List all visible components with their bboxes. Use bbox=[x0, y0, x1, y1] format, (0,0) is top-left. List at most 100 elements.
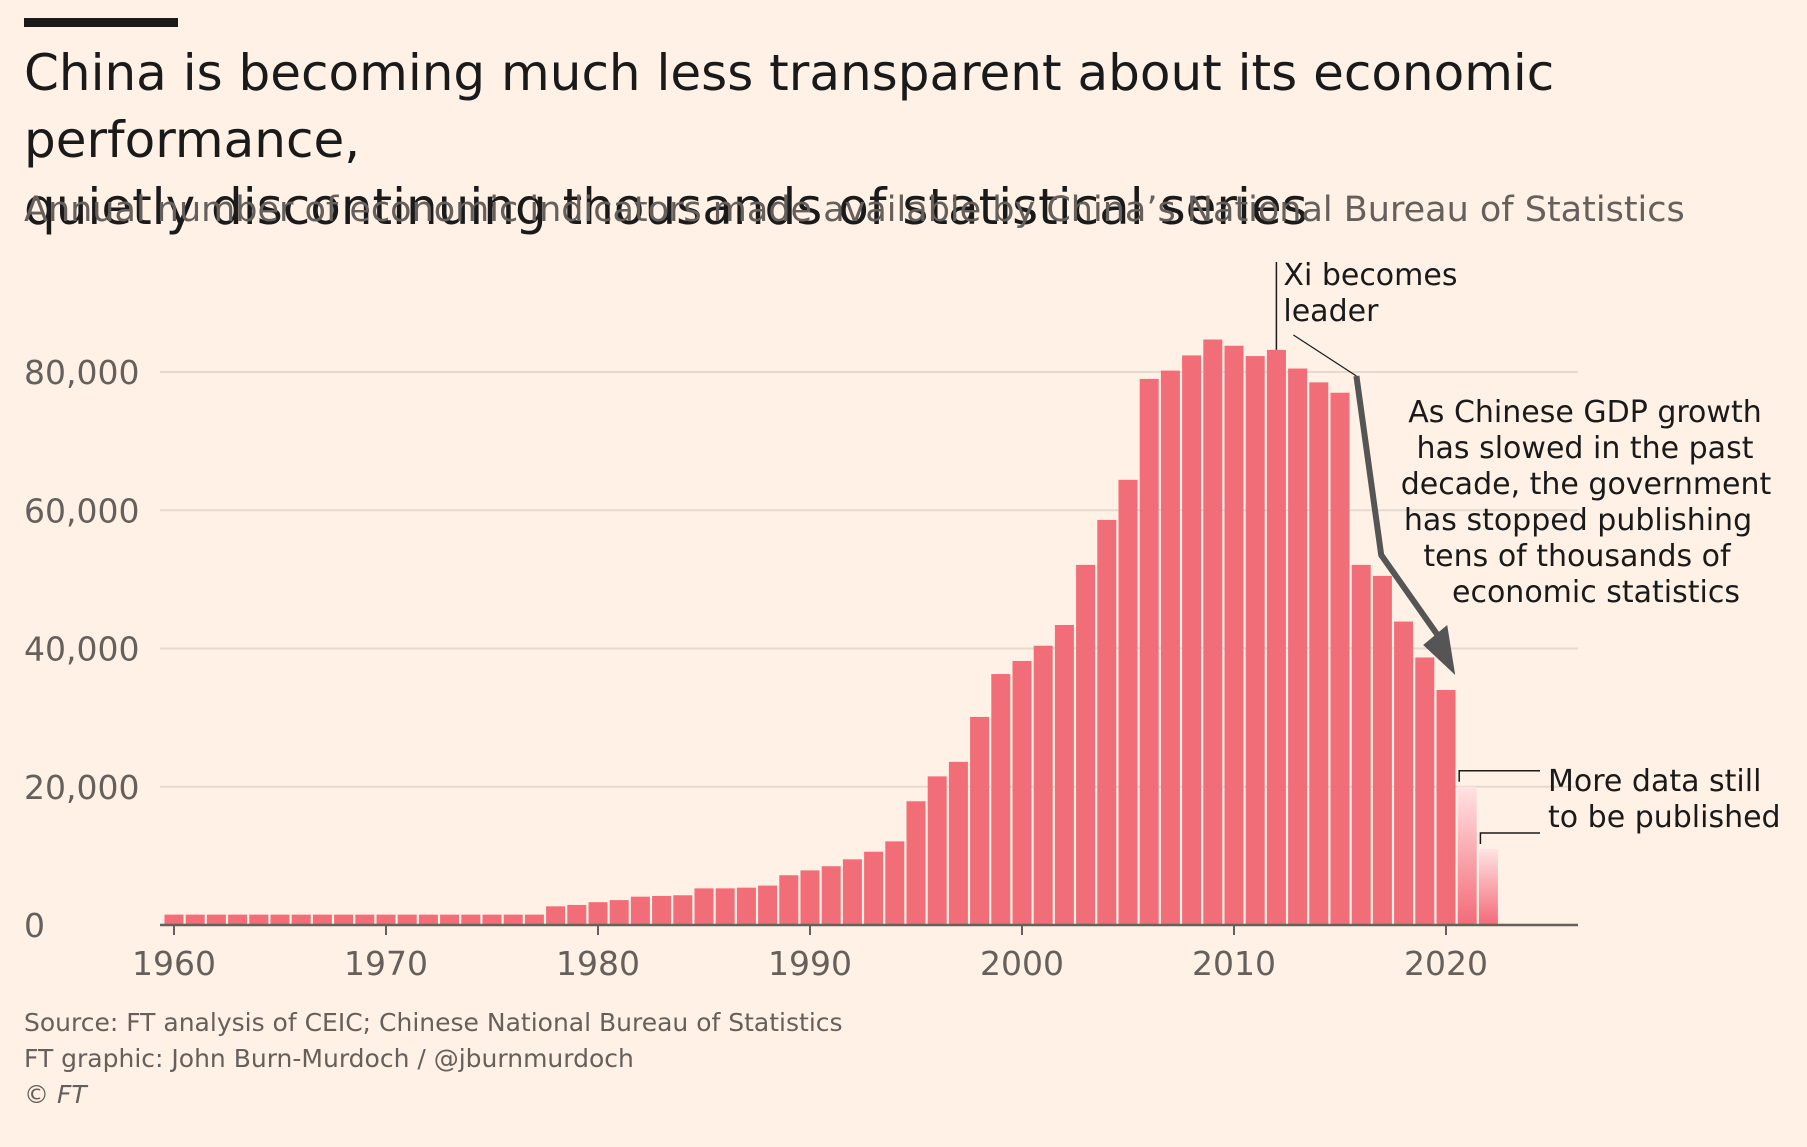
decline-annotation-text: economic statistics bbox=[1452, 575, 1740, 610]
xi-connector bbox=[1293, 334, 1357, 377]
bar bbox=[1097, 519, 1117, 925]
bar bbox=[524, 914, 544, 925]
bar bbox=[355, 914, 375, 925]
bar bbox=[1372, 575, 1392, 925]
bar bbox=[885, 841, 905, 925]
bar bbox=[461, 914, 481, 925]
bar bbox=[1309, 382, 1329, 925]
bar bbox=[482, 914, 502, 925]
bar bbox=[906, 801, 926, 925]
bar bbox=[1182, 355, 1202, 925]
x-tick-label: 2000 bbox=[980, 944, 1064, 983]
bar bbox=[1351, 564, 1371, 925]
decline-annotation-text: has stopped publishing bbox=[1404, 503, 1752, 538]
bar bbox=[652, 895, 672, 925]
bar bbox=[715, 888, 735, 925]
chart-title: China is becoming much less transparent … bbox=[24, 44, 1555, 236]
bar bbox=[1054, 624, 1074, 925]
bar bbox=[376, 914, 396, 925]
bar bbox=[291, 914, 311, 925]
bar bbox=[864, 851, 884, 925]
bar bbox=[228, 914, 248, 925]
bar bbox=[1415, 657, 1435, 925]
x-tick-label: 1980 bbox=[556, 944, 640, 983]
bar bbox=[1266, 349, 1286, 925]
bar bbox=[821, 866, 841, 925]
decline-annotation-text: decade, the government bbox=[1401, 467, 1772, 502]
bar bbox=[1033, 645, 1053, 925]
decline-annotation-text: tens of thousands of bbox=[1423, 539, 1732, 574]
bar bbox=[736, 887, 756, 925]
bar bbox=[630, 896, 650, 925]
y-tick-label: 20,000 bbox=[24, 768, 139, 807]
bar bbox=[1436, 689, 1456, 925]
xi-annotation-text: leader bbox=[1283, 294, 1379, 329]
bar-incomplete bbox=[1478, 848, 1498, 925]
bar bbox=[1245, 356, 1265, 925]
ft-top-bar bbox=[24, 18, 178, 27]
decline-annotation-text: As Chinese GDP growth bbox=[1408, 395, 1761, 430]
x-tick-label: 2010 bbox=[1192, 944, 1276, 983]
bar bbox=[673, 895, 693, 925]
bar bbox=[185, 914, 205, 925]
y-tick-label: 80,000 bbox=[24, 353, 139, 392]
bar bbox=[418, 914, 438, 925]
x-tick-label: 1970 bbox=[344, 944, 428, 983]
bar bbox=[334, 914, 354, 925]
incomplete-annotation-text: More data still bbox=[1548, 764, 1761, 799]
bar bbox=[270, 914, 290, 925]
chart-subtitle: Annual number of economic indicators mad… bbox=[24, 190, 1685, 230]
bar bbox=[1139, 378, 1159, 926]
bar bbox=[1012, 660, 1032, 925]
xi-annotation-text: Xi becomes bbox=[1283, 258, 1457, 293]
incomplete-bracket-2022 bbox=[1479, 832, 1540, 844]
source-notes: Source: FT analysis of CEIC; Chinese Nat… bbox=[24, 1005, 843, 1113]
bar bbox=[758, 885, 778, 925]
y-tick-label: 0 bbox=[24, 906, 45, 945]
x-tick-label: 2020 bbox=[1404, 944, 1488, 983]
y-tick-label: 60,000 bbox=[24, 491, 139, 530]
decline-annotation-text: has slowed in the past bbox=[1417, 431, 1754, 466]
bar bbox=[948, 761, 968, 925]
bar bbox=[970, 716, 990, 925]
x-tick-label: 1960 bbox=[132, 944, 216, 983]
bar bbox=[164, 914, 184, 925]
bar bbox=[249, 914, 269, 925]
bar bbox=[567, 904, 587, 925]
incomplete-annotation-text: to be published bbox=[1548, 800, 1781, 835]
bar bbox=[588, 902, 608, 925]
bar bbox=[312, 914, 332, 925]
bar bbox=[503, 914, 523, 925]
axes: 0 20,000 40,000 60,000 80,000 1960 1970 1980 199… bbox=[24, 353, 1578, 983]
bars bbox=[164, 339, 1498, 926]
bar bbox=[1203, 339, 1223, 926]
incomplete-bracket-2021 bbox=[1458, 770, 1540, 782]
bar bbox=[1076, 564, 1096, 925]
bar bbox=[800, 870, 820, 925]
decline-arrow-line bbox=[1353, 375, 1446, 645]
bar bbox=[1224, 345, 1244, 925]
bar-incomplete bbox=[1457, 786, 1477, 925]
bar bbox=[1394, 621, 1414, 925]
bar bbox=[1118, 479, 1138, 925]
bar bbox=[397, 914, 417, 925]
bar bbox=[927, 776, 947, 925]
bar bbox=[546, 906, 566, 925]
y-tick-label: 40,000 bbox=[24, 630, 139, 669]
graphic-credit: FT graphic: John Burn-Murdoch / @jburnmu… bbox=[24, 1044, 634, 1073]
decline-arrow-head bbox=[1423, 625, 1456, 675]
bar bbox=[694, 888, 714, 925]
copyright: © FT bbox=[24, 1080, 87, 1109]
bar bbox=[1288, 368, 1308, 925]
bar bbox=[440, 914, 460, 925]
source-line: Source: FT analysis of CEIC; Chinese Nat… bbox=[24, 1008, 843, 1037]
bar bbox=[1160, 370, 1180, 925]
x-tick-label: 1990 bbox=[768, 944, 852, 983]
bar bbox=[991, 674, 1011, 925]
bar bbox=[842, 859, 862, 925]
bar bbox=[1330, 392, 1350, 925]
bar bbox=[779, 875, 799, 925]
bar bbox=[206, 914, 226, 925]
